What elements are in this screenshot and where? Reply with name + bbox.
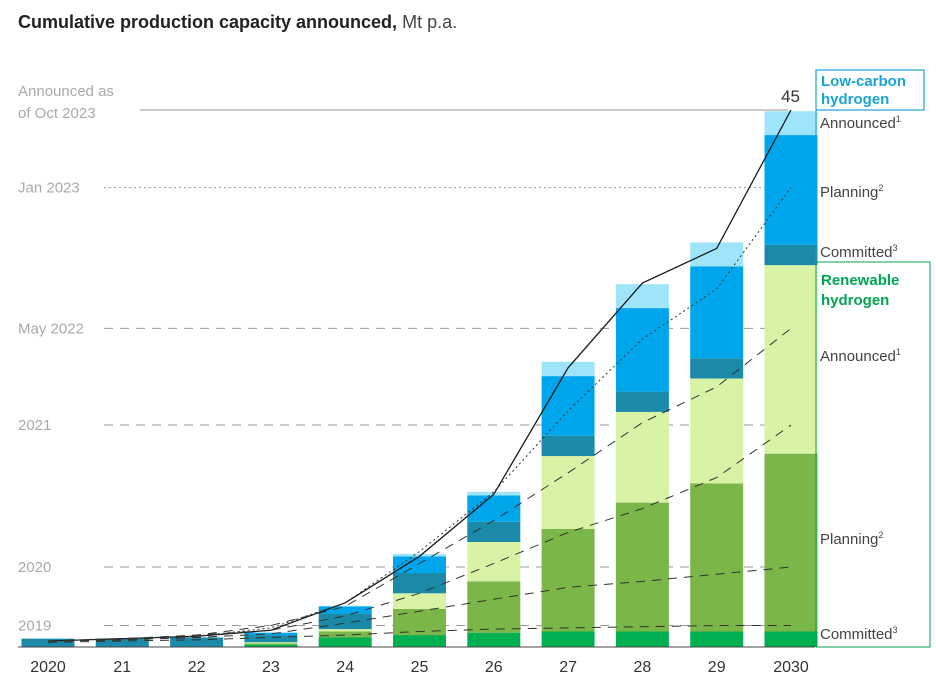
- legend-renewable-sup-announced: 1: [896, 347, 901, 357]
- bar-22-low-carbon-committed: [170, 637, 224, 647]
- bar-26-low-carbon-committed: [467, 521, 521, 542]
- bar-2030-low-carbon-committed: [764, 244, 818, 266]
- bar-25-low-carbon-announced: [393, 553, 446, 557]
- bar-24-renewable-announced: [318, 629, 372, 632]
- total-value-label: 45: [781, 87, 800, 106]
- ref-label-jan-2023: Jan 2023: [18, 180, 80, 197]
- chart-title-text: Cumulative production capacity announced…: [18, 12, 398, 32]
- x-tick-25: 25: [411, 659, 429, 676]
- bar-26-renewable-planning: [467, 581, 521, 633]
- bar-2030-low-carbon-announced: [764, 111, 818, 136]
- x-tick-22: 22: [188, 659, 206, 676]
- trend-line-jan-2023: [47, 187, 792, 642]
- x-tick-28: 28: [634, 659, 652, 676]
- legend-renewable-title-line2: hydrogen: [821, 292, 889, 309]
- bar-2030-low-carbon-planning: [764, 135, 818, 245]
- bar-21-low-carbon-committed: [95, 638, 149, 647]
- bar-25-low-carbon-planning: [393, 556, 446, 574]
- bar-2030-renewable-planning: [764, 453, 818, 632]
- legend-low-carbon-item-announced: Announced1: [820, 114, 901, 132]
- bar-2020-low-carbon-committed: [21, 638, 75, 647]
- bar-29-low-carbon-committed: [690, 358, 744, 379]
- legend-low-carbon-sup-announced: 1: [896, 114, 901, 124]
- bar-29-low-carbon-announced: [690, 242, 744, 267]
- legend-low-carbon-title-line1: Low-carbon: [821, 73, 906, 90]
- x-tick-2030: 2030: [773, 659, 809, 676]
- legend-renewable-item-planning: Planning2: [820, 530, 883, 548]
- bar-23-low-carbon-planning: [244, 632, 298, 636]
- bar-24-renewable-planning: [318, 631, 372, 638]
- bar-25-renewable-announced: [393, 593, 446, 609]
- bar-28-renewable-planning: [615, 502, 669, 632]
- trend-line-2021: [47, 424, 792, 642]
- bar-28-renewable-announced: [615, 411, 669, 503]
- x-tick-26: 26: [485, 659, 503, 676]
- bar-28-renewable-committed: [615, 631, 669, 647]
- trend-line-may-2022: [47, 327, 792, 642]
- trend-line-2019: [47, 625, 791, 643]
- bar-25-low-carbon-committed: [393, 573, 446, 594]
- legend-low-carbon-item-committed: Committed3: [820, 243, 898, 261]
- bar-26-low-carbon-planning: [467, 495, 521, 522]
- bar-23-renewable-planning: [244, 643, 298, 645]
- bar-27-renewable-planning: [541, 528, 595, 632]
- bar-28-low-carbon-planning: [615, 308, 669, 392]
- bar-29-low-carbon-planning: [690, 266, 744, 359]
- bar-29-renewable-planning: [690, 483, 744, 632]
- legend-renewable-item-committed: Committed3: [820, 625, 898, 643]
- chart-unit: Mt p.a.: [402, 12, 458, 32]
- bar-23-renewable-announced: [244, 642, 298, 644]
- legend-low-carbon-box: [815, 69, 925, 111]
- legend-renewable-title-line1: Renewable: [821, 272, 899, 289]
- bar-27-renewable-committed: [541, 631, 595, 647]
- bar-24-low-carbon-announced: [318, 605, 372, 607]
- x-tick-27: 27: [559, 659, 577, 676]
- ref-label-2021: 2021: [18, 417, 51, 434]
- bar-24-renewable-committed: [318, 637, 372, 647]
- x-tick-24: 24: [336, 659, 354, 676]
- ref-label-may-2022: May 2022: [18, 320, 84, 337]
- x-tick-23: 23: [262, 659, 280, 676]
- chart-title: Cumulative production capacity announced…: [18, 12, 457, 33]
- x-tick-29: 29: [708, 659, 726, 676]
- bar-2030-renewable-announced: [764, 265, 818, 454]
- bar-2030-renewable-committed: [764, 631, 818, 647]
- legend-renewable-sup-planning: 2: [878, 530, 883, 540]
- bar-25-renewable-committed: [393, 635, 446, 647]
- ref-label-announced-as-of-oct-2023-line2: of Oct 2023: [18, 105, 96, 122]
- x-tick-2020: 2020: [30, 659, 66, 676]
- bar-24-low-carbon-planning: [318, 606, 372, 614]
- bar-23-renewable-committed: [244, 644, 298, 647]
- ref-label-announced-as-of-oct-2023-line1: Announced as: [18, 83, 114, 100]
- legend-low-carbon-item-planning: Planning2: [820, 183, 883, 201]
- legend-low-carbon-title-line2: hydrogen: [821, 91, 889, 108]
- legend-renewable-item-announced: Announced1: [820, 347, 901, 365]
- x-tick-21: 21: [113, 659, 131, 676]
- legend-low-carbon-sup-planning: 2: [878, 183, 883, 193]
- bar-26-renewable-announced: [467, 541, 521, 582]
- bar-29-renewable-committed: [690, 631, 744, 647]
- bar-27-low-carbon-committed: [541, 435, 595, 457]
- bar-26-renewable-committed: [467, 632, 521, 647]
- bar-27-renewable-announced: [541, 456, 595, 529]
- legend-renewable-bracket: [816, 261, 931, 648]
- legend-low-carbon-sup-committed: 3: [893, 243, 898, 253]
- bar-29-renewable-announced: [690, 378, 744, 484]
- bar-27-low-carbon-planning: [541, 376, 595, 436]
- bar-23-low-carbon-committed: [244, 635, 298, 643]
- legend-renewable-sup-committed: 3: [893, 625, 898, 635]
- trend-line-announced-as-of-oct-2023: [47, 109, 792, 642]
- trend-line-2020: [47, 566, 792, 642]
- bar-28-low-carbon-committed: [615, 391, 669, 412]
- ref-label-2020: 2020: [18, 559, 51, 576]
- ref-label-2019: 2019: [18, 618, 51, 635]
- bar-28-low-carbon-announced: [615, 284, 669, 309]
- bar-24-low-carbon-committed: [318, 613, 372, 630]
